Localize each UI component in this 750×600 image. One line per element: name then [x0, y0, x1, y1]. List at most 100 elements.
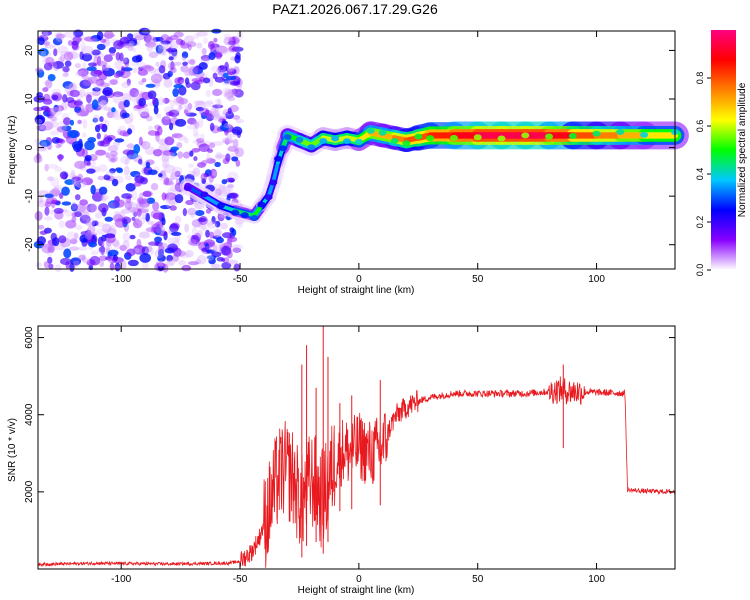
noise-blob: [187, 59, 195, 65]
noise-blob: [150, 220, 158, 228]
noise-blob: [193, 132, 200, 139]
noise-blob: [103, 30, 114, 40]
noise-blob: [131, 47, 137, 53]
noise-blob: [148, 125, 154, 132]
noise-blob: [62, 117, 71, 126]
noise-blob: [165, 48, 178, 53]
noise-blob: [45, 57, 55, 66]
noise-blob: [225, 75, 237, 80]
noise-blob: [174, 215, 182, 224]
noise-blob: [223, 78, 231, 84]
y-tick-label: 6000: [24, 326, 35, 349]
noise-blob: [146, 197, 156, 204]
noise-blob: [235, 159, 241, 167]
noise-blob: [79, 214, 91, 224]
noise-blob: [181, 51, 189, 59]
noise-blob: [110, 157, 116, 162]
noise-blob: [74, 71, 87, 77]
snr-panel: -100 -50 0 50 100 2000 4000 6000 Height of str…: [7, 325, 676, 596]
noise-blob: [200, 172, 208, 182]
noise-blob: [201, 159, 208, 166]
noise-blob: [132, 152, 140, 162]
noise-blob: [58, 220, 65, 228]
noise-blob: [47, 256, 53, 265]
noise-blob: [167, 187, 175, 198]
noise-blob: [223, 36, 234, 46]
noise-blob: [219, 222, 228, 230]
noise-blob: [229, 227, 235, 233]
noise-blob: [120, 155, 131, 165]
noise-blob: [210, 65, 221, 73]
noise-blob: [150, 182, 159, 191]
colorbar-tick-label: 0.6: [695, 120, 705, 133]
noise-blob: [187, 163, 195, 168]
noise-blob: [158, 260, 164, 268]
noise-blob: [97, 123, 105, 129]
noise-blob: [87, 76, 99, 84]
noise-blob: [203, 173, 209, 178]
noise-blob: [100, 245, 105, 256]
noise-blob: [176, 142, 183, 149]
noise-blob: [79, 87, 86, 98]
noise-blob: [231, 244, 241, 253]
noise-blob: [215, 51, 223, 60]
ridge-blob: [283, 133, 292, 140]
noise-blob: [71, 216, 77, 223]
noise-blob: [229, 80, 241, 86]
noise-blob: [228, 192, 239, 199]
noise-blob: [127, 259, 139, 267]
noise-blob: [126, 195, 132, 204]
noise-blob: [164, 115, 171, 120]
noise-blob: [141, 77, 147, 83]
noise-blob: [138, 97, 147, 107]
noise-blob: [58, 138, 66, 144]
noise-blob: [129, 234, 136, 240]
noise-blob: [55, 143, 61, 149]
noise-blob: [157, 42, 168, 50]
noise-blob: [80, 211, 90, 221]
noise-blob: [170, 222, 180, 230]
noise-blob: [191, 147, 201, 153]
noise-blob: [161, 115, 171, 126]
ridge-blob: [378, 129, 387, 136]
noise-blob: [79, 199, 89, 206]
noise-blob: [208, 52, 216, 61]
noise-blob: [232, 115, 241, 120]
noise-blob: [187, 43, 192, 51]
noise-blob: [161, 153, 170, 163]
noise-blob: [168, 152, 176, 160]
noise-blob: [70, 169, 76, 177]
x-tick-label: 100: [588, 274, 605, 285]
noise-blob: [183, 68, 189, 77]
noise-blob: [39, 139, 51, 147]
noise-blob: [66, 51, 79, 60]
noise-blob: [212, 88, 223, 97]
noise-blob: [188, 66, 199, 76]
noise-blob: [80, 41, 86, 52]
noise-blob: [107, 249, 119, 257]
noise-blob: [178, 98, 185, 106]
snr-frame: [37, 325, 676, 570]
noise-blob: [233, 263, 241, 272]
noise-blob: [227, 40, 236, 46]
noise-blob: [124, 116, 133, 125]
noise-blob: [186, 125, 198, 130]
noise-blob: [51, 94, 59, 101]
noise-blob: [163, 177, 173, 186]
noise-blob: [103, 134, 109, 144]
noise-blob: [48, 263, 54, 270]
noise-blob: [54, 32, 62, 40]
noise-blob: [61, 201, 72, 206]
noise-blob: [140, 112, 150, 117]
noise-blob: [91, 49, 101, 56]
noise-blob: [136, 208, 142, 218]
noise-blob: [187, 261, 200, 266]
noise-blob: [212, 104, 224, 109]
noise-blob: [48, 120, 60, 128]
noise-blob: [171, 108, 181, 114]
noise-blob: [195, 106, 204, 112]
noise-blob: [227, 236, 238, 243]
noise-blob: [222, 139, 234, 144]
noise-blob: [228, 89, 241, 96]
